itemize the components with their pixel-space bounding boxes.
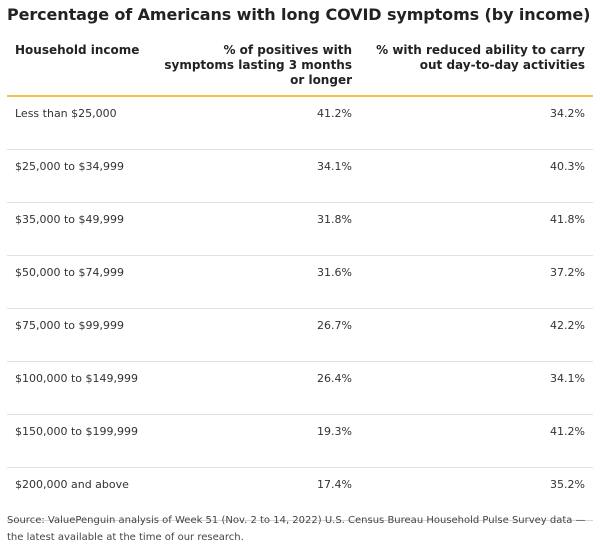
- table-cell-reduced-ability: 35.2%: [360, 467, 593, 521]
- table-row: $150,000 to $199,999 19.3% 41.2%: [7, 414, 593, 468]
- table-cell-income: $150,000 to $199,999: [7, 414, 148, 468]
- table-row: $100,000 to $149,999 26.4% 34.1%: [7, 361, 593, 415]
- table-cell-reduced-ability: 41.8%: [360, 202, 593, 256]
- table-row: $25,000 to $34,999 34.1% 40.3%: [7, 149, 593, 203]
- table-cell-income: $50,000 to $74,999: [7, 255, 148, 309]
- table-cell-symptoms: 26.7%: [148, 308, 360, 362]
- table-cell-reduced-ability: 34.1%: [360, 361, 593, 415]
- table-row: Less than $25,000 41.2% 34.2%: [7, 96, 593, 150]
- table-cell-income: $75,000 to $99,999: [7, 308, 148, 362]
- table-cell-reduced-ability: 34.2%: [360, 96, 593, 150]
- table-row: $50,000 to $74,999 31.6% 37.2%: [7, 255, 593, 309]
- table-cell-symptoms: 19.3%: [148, 414, 360, 468]
- table-row: $75,000 to $99,999 26.7% 42.2%: [7, 308, 593, 362]
- column-header-symptoms: % of positives with symptoms lasting 3 m…: [148, 40, 360, 97]
- table-cell-income: $35,000 to $49,999: [7, 202, 148, 256]
- table-cell-symptoms: 31.8%: [148, 202, 360, 256]
- chart-title: Percentage of Americans with long COVID …: [7, 5, 591, 24]
- table-cell-reduced-ability: 37.2%: [360, 255, 593, 309]
- table-cell-symptoms: 26.4%: [148, 361, 360, 415]
- table-body: Less than $25,000 41.2% 34.2% $25,000 to $3…: [7, 96, 593, 521]
- source-note: Source: ValuePenguin analysis of Week 51…: [7, 515, 586, 543]
- table-cell-income: $25,000 to $34,999: [7, 149, 148, 203]
- income-table: Household income % of positives with sym…: [7, 40, 593, 521]
- table-row: $200,000 and above 17.4% 35.2%: [7, 467, 593, 521]
- table-cell-reduced-ability: 42.2%: [360, 308, 593, 362]
- table-cell-income: $200,000 and above: [7, 467, 148, 521]
- column-header-reduced-ability: % with reduced ability to carry out day-…: [360, 40, 593, 97]
- table-cell-symptoms: 31.6%: [148, 255, 360, 309]
- table-cell-income: Less than $25,000: [7, 96, 148, 150]
- table-cell-income: $100,000 to $149,999: [7, 361, 148, 415]
- table-row: $35,000 to $49,999 31.8% 41.8%: [7, 202, 593, 256]
- table-cell-reduced-ability: 41.2%: [360, 414, 593, 468]
- table-cell-symptoms: 34.1%: [148, 149, 360, 203]
- table-cell-symptoms: 17.4%: [148, 467, 360, 521]
- table-cell-reduced-ability: 40.3%: [360, 149, 593, 203]
- header-row: Household income % of positives with sym…: [7, 40, 593, 97]
- column-header-income: Household income: [7, 40, 148, 97]
- table-cell-symptoms: 41.2%: [148, 96, 360, 150]
